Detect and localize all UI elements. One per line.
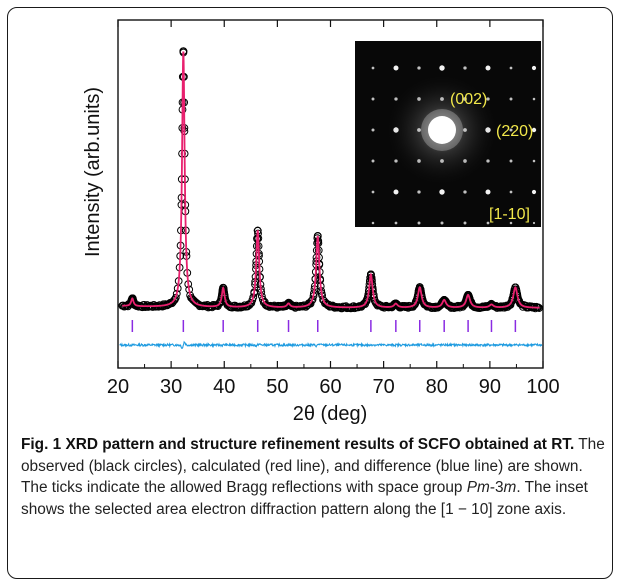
diffraction-spot — [509, 190, 513, 194]
central-beam — [428, 116, 456, 144]
observed-point — [284, 299, 293, 308]
diffraction-spot — [485, 189, 491, 195]
diffraction-spot — [440, 221, 444, 225]
diffraction-spot — [531, 189, 537, 195]
diffraction-spot — [532, 97, 536, 101]
caption-title: Fig. 1 XRD pattern and structure refinem… — [21, 436, 575, 453]
diffraction-spot — [371, 221, 375, 225]
inset-label-220: (220) — [496, 123, 533, 140]
observed-point — [234, 303, 242, 312]
diffraction-spot — [393, 65, 399, 71]
observed-point — [487, 300, 496, 309]
xrd-plot: 20 30 40 50 60 70 80 90 100 2θ (deg) Intensity (… — [82, 19, 560, 425]
diffraction-spot — [463, 190, 467, 194]
figure-caption: Fig. 1 XRD pattern and structure refinem… — [21, 434, 609, 520]
observed-point — [464, 292, 473, 301]
x-tick-label-80: 80 — [426, 376, 448, 398]
difference-line — [119, 340, 543, 349]
inset-label-zone-axis: [1-10] — [489, 206, 530, 223]
saed-inset: (002) (220) [1-10] — [355, 41, 541, 227]
diffraction-spot — [463, 221, 467, 225]
diffraction-spot — [463, 66, 467, 70]
central-beam-glow — [421, 109, 463, 151]
diffraction-spot — [371, 97, 375, 101]
diffraction-spot — [394, 221, 398, 225]
difference-curve — [119, 340, 543, 349]
diffraction-spot — [371, 159, 375, 163]
observed-point — [307, 296, 316, 305]
observed-point — [511, 283, 520, 292]
calculated-curve — [122, 51, 540, 309]
diffraction-spot — [532, 159, 536, 163]
x-axis-label: 2θ (deg) — [293, 403, 368, 425]
diffraction-spot — [371, 128, 375, 132]
x-tick-label-100: 100 — [526, 376, 559, 398]
observed-point — [128, 294, 137, 303]
diffraction-spot — [417, 221, 421, 225]
diffraction-spot — [509, 221, 513, 225]
caption-space-group-2: -3 — [489, 479, 504, 497]
observed-point — [391, 299, 400, 308]
x-tick-label-90: 90 — [479, 376, 501, 398]
diffraction-spot — [439, 189, 445, 195]
diffraction-spot — [509, 97, 513, 101]
diffraction-spot — [417, 66, 421, 70]
x-tick-label-70: 70 — [373, 376, 395, 398]
caption-text-2: . The inset shows the selected area elec… — [21, 479, 588, 518]
diffraction-spot — [417, 190, 421, 194]
observed-point — [464, 290, 472, 299]
diffraction-spot — [532, 221, 536, 225]
y-axis-label: Intensity (arb.units) — [82, 87, 104, 257]
calculated-line — [122, 51, 540, 309]
x-tick-label-20: 20 — [107, 376, 129, 398]
axis-ticks — [117, 20, 544, 368]
observed-point — [441, 296, 449, 305]
diffraction-spot — [509, 66, 513, 70]
diffraction-spot — [486, 221, 490, 225]
bragg-ticks — [131, 320, 517, 332]
diffraction-spot — [531, 65, 537, 71]
x-tick-label-30: 30 — [160, 376, 182, 398]
diffraction-spot — [509, 128, 513, 132]
diffraction-spot — [531, 127, 537, 133]
inset-label-002: (002) — [450, 91, 487, 108]
observed-point — [415, 283, 424, 292]
figure-frame — [7, 7, 613, 579]
diffraction-spot — [371, 190, 375, 194]
caption-text-1: The observed (black circles), calculated… — [21, 436, 605, 497]
diffraction-spot — [393, 189, 399, 195]
x-tick-labels: 20 30 40 50 60 70 80 90 100 — [107, 376, 560, 398]
caption-space-group-1: Pm — [466, 479, 490, 497]
diffraction-spot — [485, 65, 491, 71]
x-tick-label-60: 60 — [319, 376, 341, 398]
caption-space-group-3: m — [503, 479, 517, 497]
observed-point — [440, 295, 449, 304]
diffraction-spot — [439, 65, 445, 71]
diffraction-spot — [371, 66, 375, 70]
x-tick-label-40: 40 — [213, 376, 235, 398]
x-tick-label-50: 50 — [266, 376, 288, 398]
diffraction-spot — [509, 159, 513, 163]
